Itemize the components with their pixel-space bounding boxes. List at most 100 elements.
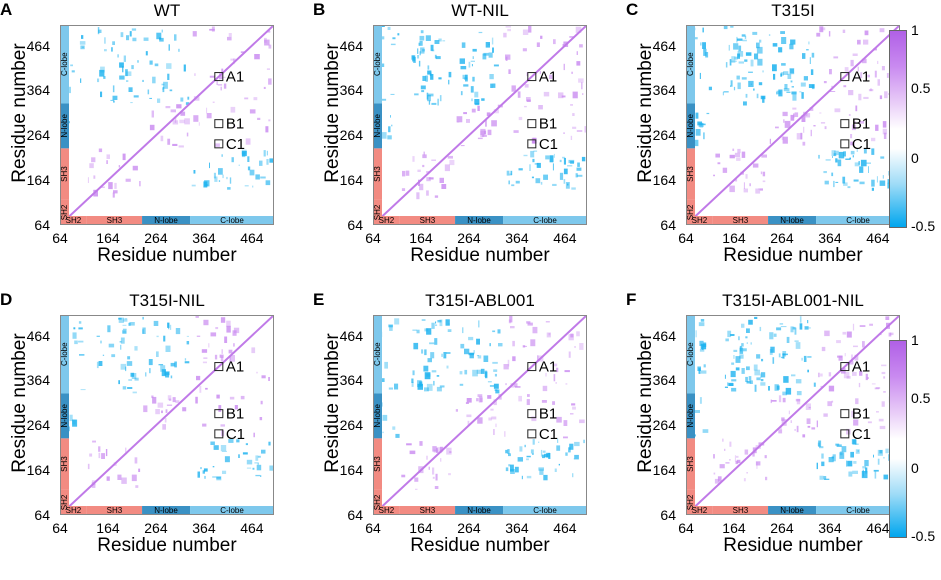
y-segment-bar xyxy=(373,148,382,200)
correlation-cell xyxy=(381,132,387,139)
correlation-cell xyxy=(159,37,164,42)
correlation-cell xyxy=(529,164,531,171)
correlation-cell xyxy=(127,356,131,360)
correlation-cell xyxy=(762,171,766,177)
correlation-cell xyxy=(570,333,574,338)
correlation-cell xyxy=(421,90,425,93)
correlation-cell xyxy=(428,93,434,97)
correlation-cell xyxy=(775,126,779,129)
correlation-cell xyxy=(769,332,774,340)
correlation-cell xyxy=(128,322,131,326)
correlation-cell xyxy=(722,438,724,442)
correlation-cell xyxy=(565,452,568,456)
correlation-cell xyxy=(845,158,851,160)
correlation-cell xyxy=(255,455,259,461)
correlation-cell xyxy=(563,157,566,165)
correlation-cell xyxy=(732,148,735,151)
correlation-cell xyxy=(543,474,548,481)
y-axis-label: Residue number xyxy=(9,333,30,473)
correlation-cell xyxy=(395,433,400,438)
correlation-cell xyxy=(417,55,420,59)
correlation-cell xyxy=(783,119,785,123)
correlation-cell xyxy=(473,350,475,354)
y-segment-label: SH3 xyxy=(60,166,69,182)
x-segment-bar xyxy=(686,506,713,515)
correlation-cell xyxy=(824,478,830,480)
correlation-cell xyxy=(752,451,755,457)
correlation-cell xyxy=(783,88,790,92)
correlation-cell xyxy=(756,377,761,381)
correlation-cell xyxy=(438,77,442,80)
correlation-cell xyxy=(518,395,522,402)
correlation-cell xyxy=(120,344,122,350)
correlation-cell xyxy=(232,330,237,336)
y-tick-label: 364 xyxy=(339,372,363,389)
correlation-cell xyxy=(129,31,132,37)
correlation-cell xyxy=(163,335,166,342)
correlation-cell xyxy=(156,351,159,357)
correlation-cell xyxy=(126,361,133,366)
panel-title: T315I-NIL xyxy=(129,291,205,310)
plot-frame xyxy=(60,315,274,515)
correlation-cell xyxy=(491,416,497,420)
correlation-cell xyxy=(220,424,225,427)
correlation-cell xyxy=(886,73,889,78)
correlation-cell xyxy=(178,48,180,52)
correlation-cell xyxy=(570,104,573,106)
correlation-cell xyxy=(745,336,748,339)
correlation-cell xyxy=(545,321,550,323)
correlation-cell xyxy=(851,410,855,418)
correlation-cell xyxy=(733,43,739,50)
correlation-cell xyxy=(562,156,565,159)
correlation-cell xyxy=(495,389,500,394)
correlation-cell xyxy=(553,39,556,45)
correlation-cell xyxy=(524,105,527,108)
correlation-cell xyxy=(268,441,271,446)
correlation-cell xyxy=(859,325,866,327)
correlation-cell xyxy=(519,446,523,452)
correlation-cell xyxy=(166,404,173,406)
correlation-cell xyxy=(464,348,470,355)
correlation-cell xyxy=(744,35,747,39)
correlation-cell xyxy=(426,177,431,182)
y-tick-label: 64 xyxy=(34,217,50,233)
correlation-cell xyxy=(571,403,576,406)
correlation-cell xyxy=(491,37,494,45)
y-segment-bar xyxy=(686,148,695,200)
correlation-cell xyxy=(543,174,548,180)
correlation-cell xyxy=(795,379,802,384)
correlation-cell xyxy=(756,354,761,359)
correlation-cell xyxy=(569,36,575,38)
correlation-cell xyxy=(776,91,778,95)
correlation-cell xyxy=(854,162,860,167)
correlation-cell xyxy=(424,387,429,392)
correlation-cell xyxy=(510,464,514,472)
correlation-cell xyxy=(743,101,747,106)
correlation-cell xyxy=(427,358,432,363)
correlation-cell xyxy=(72,419,78,427)
correlation-cell xyxy=(388,387,393,390)
correlation-cell xyxy=(758,188,760,190)
correlation-cell xyxy=(576,51,578,55)
correlation-cell xyxy=(803,126,805,133)
x-segment-bar xyxy=(86,216,143,225)
correlation-cell xyxy=(531,416,537,422)
correlation-cell xyxy=(794,327,797,335)
correlation-cell xyxy=(859,181,865,185)
correlation-cell xyxy=(216,394,220,399)
correlation-cell xyxy=(74,340,78,345)
x-segment-bar xyxy=(60,506,87,515)
correlation-cell xyxy=(801,115,806,122)
correlation-cell xyxy=(252,185,254,188)
correlation-cell xyxy=(493,369,498,372)
correlation-cell xyxy=(800,82,806,87)
correlation-cell xyxy=(387,26,391,30)
correlation-cell xyxy=(700,370,707,374)
x-segment-bar xyxy=(816,506,900,515)
correlation-cell xyxy=(495,423,497,428)
y-segment-label: SH2 xyxy=(373,494,382,510)
correlation-cell xyxy=(222,470,227,474)
correlation-cell xyxy=(576,331,580,337)
correlation-cell xyxy=(160,135,164,142)
